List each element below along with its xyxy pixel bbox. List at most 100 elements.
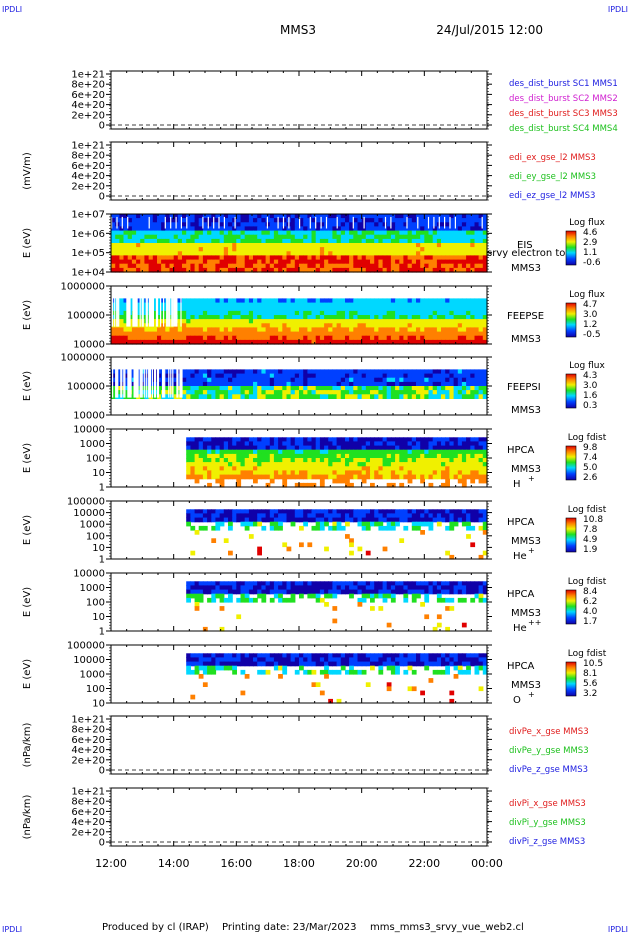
spectrogram-cell [265, 323, 271, 328]
spectrogram-cell [353, 462, 359, 467]
panel-6: Log fdist9.87.45.02.6HPCAMMS3H+100001000… [22, 425, 607, 494]
spectrogram-cell [428, 226, 434, 232]
spectrogram-cell [374, 267, 379, 273]
spectrogram-cell [395, 509, 400, 514]
spectrogram-cell [253, 247, 258, 252]
spectrogram-cell [119, 315, 125, 320]
spectrogram-cell [420, 437, 425, 442]
spectrogram-cell [386, 453, 392, 459]
spectrogram-cell [165, 386, 171, 391]
spectrogram-cell [390, 449, 396, 455]
spectrogram-cell [340, 247, 346, 252]
spectrogram-cell [136, 238, 141, 244]
spectrogram-cell [328, 509, 333, 514]
spectrogram-cell [307, 377, 313, 383]
spectrogram-cell [253, 517, 258, 523]
spectrogram-cell [123, 381, 129, 387]
spectrogram-cell [161, 339, 166, 345]
spectrogram-cell [453, 298, 459, 304]
spectrogram-cell [219, 238, 225, 244]
spectrogram-cell [223, 509, 229, 514]
spectrogram-cell [131, 214, 137, 219]
spectrogram-cell [311, 513, 317, 519]
spectrogram-cell [202, 394, 208, 399]
spectrogram-cell [157, 298, 162, 304]
y-tick-label: 10000 [73, 411, 105, 422]
spectrogram-cell [157, 335, 162, 341]
spectrogram-cell [228, 306, 233, 312]
spectrogram-cell [165, 369, 171, 375]
spectrogram-cell [482, 234, 488, 240]
spectrogram-cell [253, 234, 258, 240]
spectrogram-cell [328, 462, 333, 467]
spectrogram-cell [194, 335, 200, 341]
spectrogram-cell [365, 306, 371, 312]
spectrogram-cell [198, 251, 204, 256]
spectrogram-cell [219, 386, 225, 391]
spectrogram-cell [449, 267, 455, 273]
spectrogram-cell [382, 466, 388, 471]
spectrogram-cell [411, 373, 417, 379]
spectrogram-cell [228, 315, 233, 320]
spectrogram-cell [390, 581, 396, 586]
spectrogram-cell [340, 306, 346, 312]
spectrogram-cell [136, 214, 141, 219]
spectrogram-cell [265, 517, 271, 523]
spectrogram-cell [332, 251, 338, 256]
spectrogram-cell [470, 377, 476, 383]
spectrogram-cell [223, 538, 229, 543]
spectrogram-cell [374, 315, 379, 320]
spectrogram-cell [478, 466, 484, 471]
spectrogram-cell [165, 327, 171, 333]
spectrogram-cell [378, 453, 384, 459]
spectrogram-cell [207, 394, 212, 399]
spectrogram-cell [365, 513, 371, 519]
spectrogram-cell [390, 230, 396, 236]
spectrogram-cell [140, 234, 145, 240]
spectrogram-cell [349, 267, 354, 273]
spectrogram-cell [299, 394, 304, 399]
spectrogram-cell [194, 263, 200, 269]
spectrogram-cell [445, 214, 450, 219]
spectrogram-cell [441, 381, 446, 387]
spectrogram-cell [328, 390, 333, 395]
spectrogram-cell [420, 331, 425, 337]
data-gap-stripe [136, 365, 138, 398]
spectrogram-cell [119, 251, 125, 256]
spectrogram-cell [428, 247, 434, 252]
spectrogram-cell [232, 259, 237, 265]
spectrogram-cell [374, 214, 379, 219]
spectrogram-cell [261, 247, 267, 252]
spectrogram-cell [140, 331, 145, 337]
data-gap-stripe [141, 294, 143, 327]
spectrogram-cell [345, 458, 350, 463]
spectrogram-cell [328, 247, 333, 252]
spectrogram-cell [453, 517, 459, 523]
spectrogram-cell [219, 327, 225, 333]
spectrogram-cell [269, 238, 275, 244]
spectrogram-cell [157, 369, 162, 375]
data-gap-stripe [156, 365, 159, 398]
spectrogram-cell [294, 302, 300, 308]
spectrogram-cell [374, 474, 379, 480]
spectrogram-cell [311, 437, 317, 442]
spectrogram-cell [223, 323, 229, 328]
spectrogram-cell [353, 458, 359, 463]
data-gap-stripe [186, 216, 188, 229]
spectrogram-cell [228, 247, 233, 252]
spectrogram-cell [307, 462, 313, 467]
data-gap-stripe [112, 365, 114, 398]
spectrogram-cell [466, 339, 471, 345]
spectrogram-cell [399, 517, 405, 523]
spectrogram-cell [148, 238, 154, 244]
spectrogram-cell [332, 474, 338, 480]
spectrogram-cell [411, 226, 417, 232]
spectrogram-cell [461, 373, 467, 379]
spectrogram-cell [353, 474, 359, 480]
spectrogram-cell [457, 259, 463, 265]
spectrogram-cell [273, 214, 279, 219]
spectrogram-cell [424, 581, 430, 586]
spectrogram-cell [211, 327, 217, 333]
spectrogram-cell [253, 238, 258, 244]
spectrogram-cell [307, 327, 313, 333]
